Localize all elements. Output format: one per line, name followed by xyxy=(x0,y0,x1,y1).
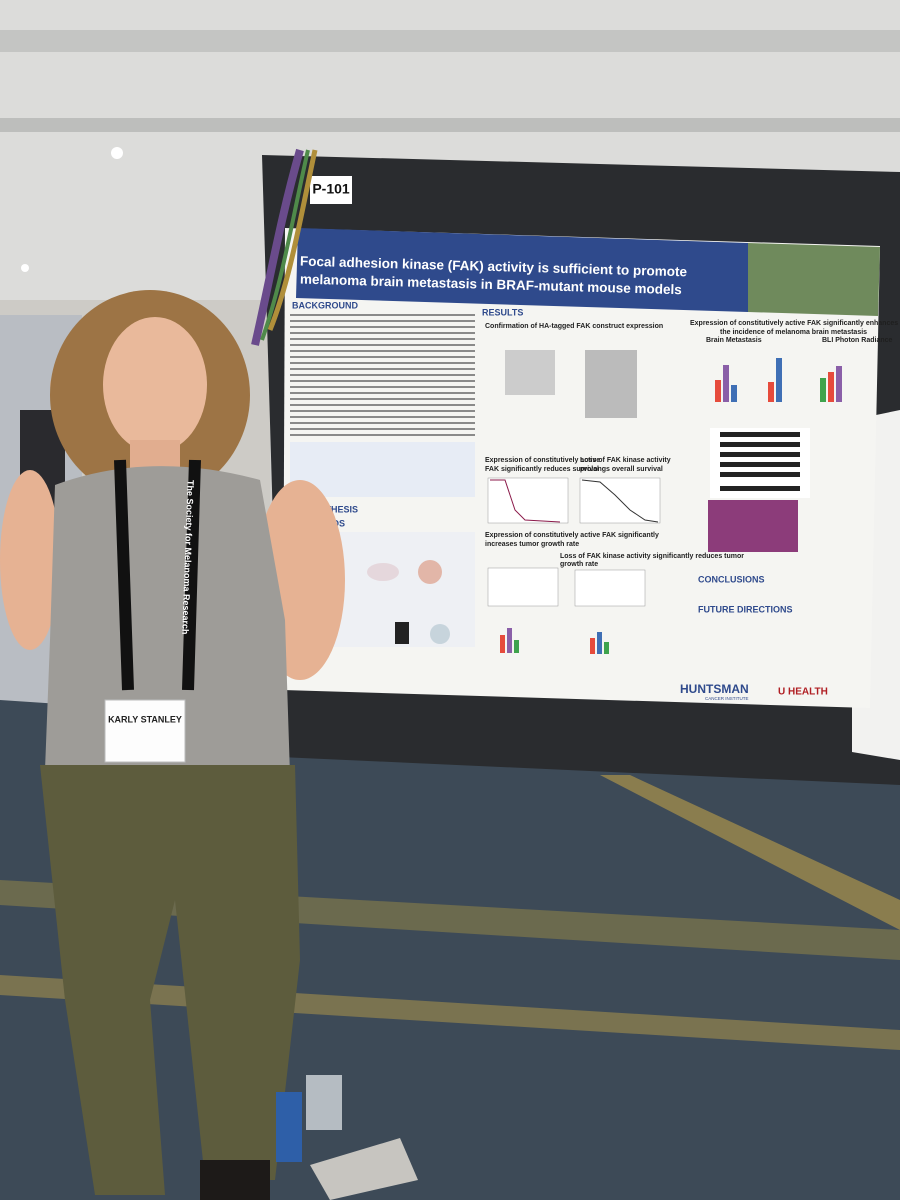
figure-label: Brain Metastasis xyxy=(706,337,762,344)
campus-photo xyxy=(748,243,880,316)
beads xyxy=(260,149,310,341)
lanyard xyxy=(114,459,201,691)
figure-title: growth rate xyxy=(560,561,598,568)
logo: CANCER INSTITUTE xyxy=(705,696,749,701)
poster-number: P-101 xyxy=(312,181,350,197)
poster-number-card xyxy=(310,176,352,204)
section-header: CONCLUSIONS xyxy=(698,574,765,584)
face xyxy=(103,317,207,453)
badge xyxy=(104,699,186,763)
device-icon xyxy=(395,622,409,644)
blot xyxy=(505,350,555,395)
top xyxy=(45,466,290,775)
growth-plot xyxy=(574,569,646,607)
section-header: FUTURE DIRECTIONS xyxy=(698,604,793,614)
logo: HUNTSMAN xyxy=(680,682,749,696)
figure-title: Expression of constitutively active FAK … xyxy=(690,320,898,327)
curve xyxy=(490,479,561,523)
bar-figure xyxy=(500,628,609,654)
blot xyxy=(585,350,637,418)
figure-title: increases tumor growth rate xyxy=(485,541,579,548)
ceiling-beam xyxy=(0,118,900,132)
ceiling-light xyxy=(21,264,29,272)
tissue-icon xyxy=(430,624,450,644)
notebook xyxy=(310,1138,418,1200)
ceiling-beam xyxy=(0,30,900,52)
pants xyxy=(40,765,300,1195)
bar-figure xyxy=(715,358,842,402)
plastic-cup xyxy=(306,1075,342,1130)
carpet-stripe xyxy=(600,775,900,930)
tissue-icon xyxy=(418,560,442,584)
figure-title: Confirmation of HA-tagged FAK construct … xyxy=(485,323,663,330)
cup xyxy=(276,1092,302,1162)
body-text xyxy=(290,314,475,436)
figure-title: prolongs overall survival xyxy=(580,466,663,473)
arm xyxy=(0,470,60,650)
section-header: RESULTS xyxy=(482,307,523,317)
figure-title: Loss of FAK kinase activity xyxy=(580,457,671,464)
survival-plot xyxy=(487,477,569,524)
curve xyxy=(581,479,659,523)
figure-title: Loss of FAK kinase activity significantl… xyxy=(560,553,744,560)
badge-name: KARLY STANLEY xyxy=(108,714,182,724)
growth-plot xyxy=(487,567,559,607)
shoe xyxy=(200,1160,270,1200)
figure-label: BLI Photon Radiance xyxy=(822,337,893,344)
figure-title: FAK significantly reduces survival xyxy=(485,466,599,473)
incidence-rows xyxy=(720,432,800,491)
mouse-icon xyxy=(367,563,399,581)
beads xyxy=(251,148,304,346)
beads xyxy=(267,149,318,331)
figure-title: Expression of constitutively active FAK … xyxy=(485,532,659,539)
ceiling-light xyxy=(111,147,123,159)
histology-image xyxy=(708,500,798,552)
section-header: BACKGROUND xyxy=(292,300,358,310)
title-banner xyxy=(296,228,748,312)
figure-title: the incidence of melanoma brain metastas… xyxy=(720,329,867,336)
logo: U HEALTH xyxy=(778,687,828,698)
pathway-figure xyxy=(290,442,475,497)
figure-title: Expression of constitutively active xyxy=(485,457,600,464)
